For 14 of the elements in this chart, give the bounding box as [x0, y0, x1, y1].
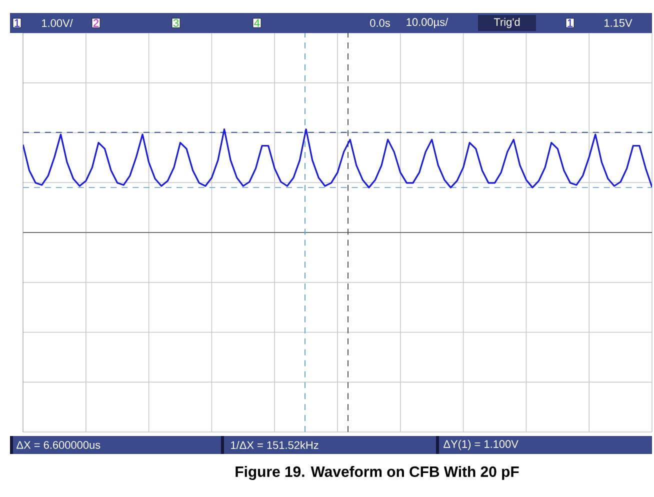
text: 10.00µs/ — [406, 18, 448, 28]
text: 1.00V/ — [42, 18, 73, 28]
text: Trig'd — [494, 18, 520, 28]
text: 4 — [254, 19, 260, 27]
text: 3 — [173, 19, 179, 27]
text: Figure 19. Waveform on CFB With 20 pF — [236, 466, 519, 480]
text: 1 — [14, 19, 20, 27]
text: 1/ΔX = 151.52kHz — [231, 440, 318, 450]
text: ΔY(1) = 1.100V — [444, 440, 518, 450]
text: 0.0s — [370, 19, 390, 27]
text: 1 — [568, 19, 573, 27]
text: 1.15V — [604, 19, 632, 27]
text: 2 — [94, 19, 99, 27]
text: ΔX = 6.600000us — [16, 441, 100, 449]
